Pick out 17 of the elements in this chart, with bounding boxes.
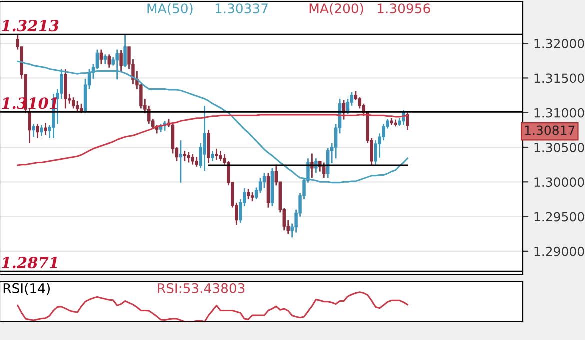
y-tick-label: 1.31000 xyxy=(534,108,584,118)
y-tick-label: 1.29500 xyxy=(534,212,584,222)
ref-line-label: 1.2871 xyxy=(2,257,58,269)
text: 1.30817 xyxy=(525,126,575,136)
annotation: 1.30956 xyxy=(378,4,430,14)
text: MA(50) xyxy=(148,3,193,16)
annotation: 1.30337 xyxy=(216,4,268,14)
chart-title: RSI(14) xyxy=(4,283,50,295)
y-tick-label: 1.30500 xyxy=(534,142,584,152)
y-tick-label: 1.31500 xyxy=(534,74,584,84)
y-tick-label: 1.29000 xyxy=(534,246,584,256)
series-label: RSI:53.43803 xyxy=(158,283,245,294)
ref-line-label: 1.3213 xyxy=(2,20,59,32)
y-tick-label: 1.30000 xyxy=(534,178,584,188)
y-tick-label: 1.32000 xyxy=(534,39,584,48)
line-series xyxy=(17,114,408,166)
text: MA(200) xyxy=(310,3,364,16)
